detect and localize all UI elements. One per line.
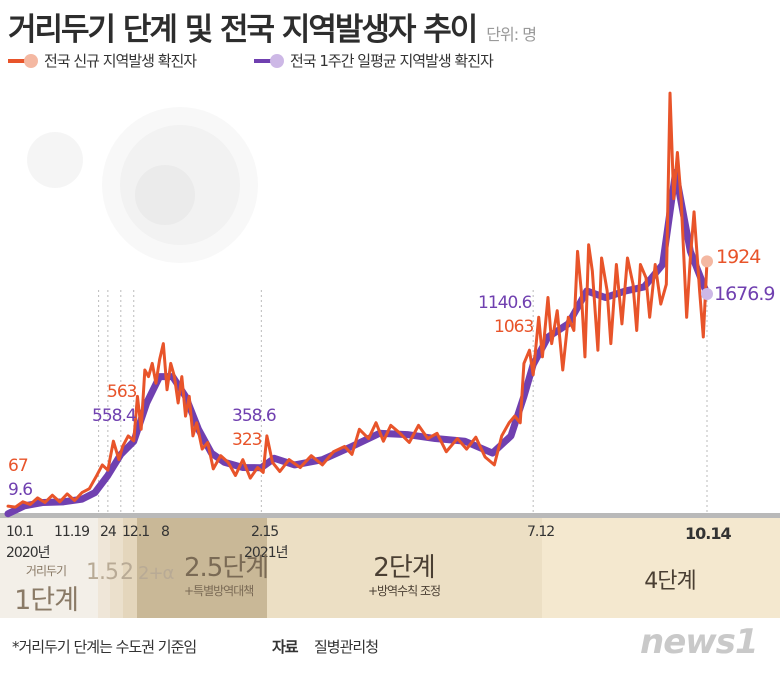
stage-band-2-alpha	[123, 518, 137, 618]
stage-1-label: 1단계	[14, 585, 79, 616]
tick-dec1: 12.1	[122, 524, 150, 540]
series-daily-line	[6, 91, 709, 509]
label-daily-jul12: 1063	[494, 317, 534, 337]
title-row: 거리두기 단계 및 전국 지역발생자 추이 단위: 명	[8, 4, 537, 49]
label-daily-dec8: 563	[107, 382, 137, 402]
chart-plot	[0, 91, 780, 518]
stage-2b-sub: +방역수칙 조정	[367, 584, 441, 598]
stage-band-1-5	[98, 518, 110, 618]
purple-line-icon	[254, 53, 284, 68]
label-avg-end: 1676.9	[714, 283, 775, 305]
stage-2-label: 2	[120, 560, 134, 585]
x-axis	[0, 513, 780, 518]
end-point-average	[701, 287, 713, 300]
tick-2021: 2021년	[244, 545, 289, 561]
stage-2-alpha-label: 2+α	[138, 563, 174, 584]
legend-daily: 전국 신규 지역발생 확진자	[8, 50, 197, 71]
label-avg-jul12: 1140.6	[478, 293, 532, 313]
virus-illustration	[27, 107, 258, 263]
stage-band-2	[110, 518, 123, 618]
source-name: 질병관리청	[314, 638, 379, 656]
legend-daily-label: 전국 신규 지역발생 확진자	[44, 52, 197, 70]
stage-4-label: 4단계	[644, 569, 696, 594]
legend-average-label: 전국 1주간 일평균 지역발생 확진자	[290, 52, 494, 70]
tick-2020: 2020년	[6, 545, 51, 561]
tick-nov19: 11.19	[54, 524, 90, 540]
stage-2b-label: 2단계	[373, 553, 435, 583]
footer-note: *거리두기 단계는 수도권 기준임	[12, 638, 197, 656]
tick-dec8: 8	[161, 524, 170, 540]
label-daily-end: 1924	[716, 246, 761, 268]
tick-jul12: 7.12	[527, 524, 555, 540]
label-avg-start: 9.6	[8, 480, 33, 500]
stage-band-2b	[267, 518, 542, 618]
source-label: 자료	[272, 638, 299, 656]
tick-oct14: 10.14	[685, 524, 732, 543]
orange-line-icon	[8, 53, 38, 68]
series-average-line	[4, 168, 711, 518]
stage-2-5-sub: +특별방역대책	[184, 584, 254, 598]
label-daily-start: 67	[8, 456, 29, 476]
stage-1-small: 거리두기	[25, 564, 67, 578]
stage-band-2-5	[137, 518, 267, 618]
stage-2-5-label: 2.5단계	[184, 553, 269, 583]
tick-nov24: 24	[100, 524, 117, 540]
chart-title: 거리두기 단계 및 전국 지역발생자 추이	[8, 12, 478, 48]
label-avg-feb15: 358.6	[232, 406, 277, 426]
stage-band-1	[0, 518, 98, 618]
tick-feb15: 2.15	[251, 524, 279, 540]
label-avg-dec8: 558.4	[92, 406, 137, 426]
legend-average: 전국 1주간 일평균 지역발생 확진자	[254, 50, 494, 71]
label-daily-feb15: 323	[232, 430, 262, 450]
unit-label: 단위: 명	[486, 25, 537, 44]
tick-oct1: 10.1	[6, 524, 34, 540]
news1-logo: news1	[640, 622, 759, 662]
stage-1-5-label: 1.5	[86, 560, 119, 585]
stage-band-4	[542, 518, 780, 618]
end-point-daily	[701, 255, 713, 268]
